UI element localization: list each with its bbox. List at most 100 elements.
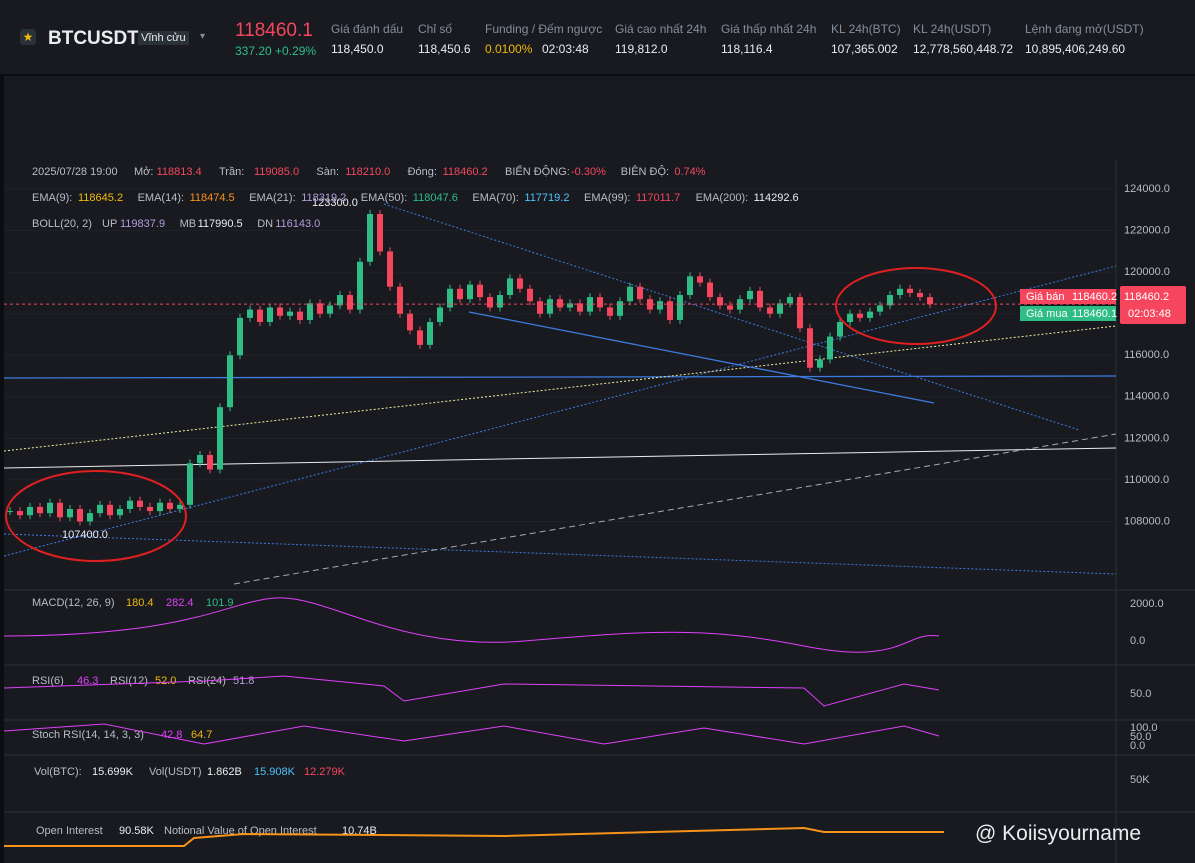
candle <box>837 322 843 337</box>
macd-line <box>4 597 940 653</box>
candle <box>557 299 563 308</box>
candle <box>377 214 383 252</box>
candle <box>827 336 833 360</box>
ema-label: EMA(200): <box>696 192 749 204</box>
candle <box>307 303 313 320</box>
stat-value: 0.0100% <box>485 42 533 56</box>
candle <box>297 311 303 320</box>
candle <box>177 504 183 509</box>
info-value: 118210.0 <box>345 166 390 178</box>
trendline <box>4 533 1117 575</box>
candle <box>407 313 413 331</box>
candle <box>487 297 493 308</box>
bid-label: Giá mua <box>1026 308 1068 320</box>
boll-value: 119837.9 <box>120 218 165 230</box>
candle <box>347 295 353 310</box>
rsi-value: 46.3 <box>77 675 98 687</box>
candle <box>687 276 693 296</box>
candle <box>157 502 163 512</box>
y-tick-label: 122000.0 <box>1124 225 1170 237</box>
change-pct: +0.29% <box>275 44 317 58</box>
candle <box>137 500 143 507</box>
stoch-line <box>4 723 940 745</box>
stat-value: 10,895,406,249.60 <box>1025 42 1126 56</box>
candle <box>227 355 233 408</box>
candle <box>927 297 933 305</box>
rsi-label: RSI(6) <box>32 675 64 687</box>
candle <box>917 292 923 298</box>
candle <box>777 303 783 314</box>
candle <box>287 311 293 316</box>
candle <box>707 282 713 298</box>
rsi-label: RSI(12) <box>110 675 148 687</box>
candle <box>257 309 263 323</box>
stat-label: Chỉ số <box>418 22 453 36</box>
candle <box>427 322 433 345</box>
macd-axis: 0.0 <box>1130 635 1145 647</box>
oi-label: Open Interest <box>36 825 103 837</box>
candle <box>467 284 473 300</box>
candle <box>447 288 453 308</box>
stat-value: 118,116.4 <box>721 42 773 56</box>
trendline <box>233 433 1117 585</box>
favorite-star[interactable]: ★ <box>20 29 36 45</box>
candle <box>697 276 703 283</box>
info-label: Đóng: <box>408 166 437 178</box>
vol-value: 1.862B <box>207 766 242 778</box>
bid-value: 118460.1 <box>1072 308 1117 320</box>
info-label: Trần: <box>219 166 244 178</box>
ema-value: 114292.6 <box>754 192 799 204</box>
candle <box>657 301 663 310</box>
info-label: Sàn: <box>316 166 339 178</box>
stat-label: Giá đánh dấu <box>331 22 404 36</box>
vol-label: Vol(BTC): <box>34 766 82 778</box>
candle <box>117 508 123 516</box>
y-tick-label: 120000.0 <box>1124 266 1170 278</box>
stat-label: Giá cao nhất 24h <box>615 22 707 36</box>
boll-item-label: MB <box>180 218 197 230</box>
candle <box>87 513 93 522</box>
candle <box>717 297 723 306</box>
ema-value: 118645.2 <box>78 192 123 204</box>
candle <box>187 463 193 505</box>
candle <box>67 508 73 518</box>
candle <box>247 309 253 318</box>
ema-label: EMA(9): <box>32 192 72 204</box>
candle <box>167 502 173 509</box>
ask-label: Giá bán <box>1026 291 1065 303</box>
candle <box>727 305 733 310</box>
macd-value: 180.4 <box>126 597 154 609</box>
candle <box>677 295 683 320</box>
stat-value: 107,365.002 <box>831 42 898 56</box>
vol-value: 15.908K <box>254 766 296 778</box>
symbol[interactable]: BTCUSDT <box>48 28 139 49</box>
stat-value: 02:03:48 <box>542 42 589 56</box>
candle <box>637 286 643 300</box>
candle <box>577 303 583 312</box>
countdown: 02:03:48 <box>1128 308 1171 320</box>
macd-value: 282.4 <box>166 597 194 609</box>
header: ★ BTCUSDT Vĩnh cửu ▾ 118460.1 337.20 +0.… <box>0 0 1195 74</box>
stat-label: Giá thấp nhất 24h <box>721 22 817 36</box>
stoch-value: 64.7 <box>191 729 212 741</box>
dropdown[interactable]: ▾ <box>200 31 206 42</box>
price-change: 337.20 +0.29% <box>235 44 316 58</box>
y-tick-label: 110000.0 <box>1124 474 1169 486</box>
watermark: @ Koiisyourname <box>975 822 1142 845</box>
candle <box>667 301 673 320</box>
candle <box>147 506 153 512</box>
candle <box>27 506 33 516</box>
highlight-circle <box>835 267 997 345</box>
oi-value: 90.58K <box>119 825 155 837</box>
ema-label: EMA(99): <box>584 192 630 204</box>
trendline <box>383 203 1080 431</box>
stoch-label: Stoch RSI(14, 14, 3, 3) <box>32 729 144 741</box>
candle <box>47 502 53 514</box>
boll-value: 117990.5 <box>198 218 243 230</box>
candle <box>517 278 523 289</box>
last-price: 118460.1 <box>235 20 313 41</box>
candle <box>127 500 133 509</box>
info-value: -0.30% <box>571 166 606 178</box>
vol-label: Vol(USDT) <box>149 766 202 778</box>
y-tick-label: 112000.0 <box>1124 432 1169 444</box>
